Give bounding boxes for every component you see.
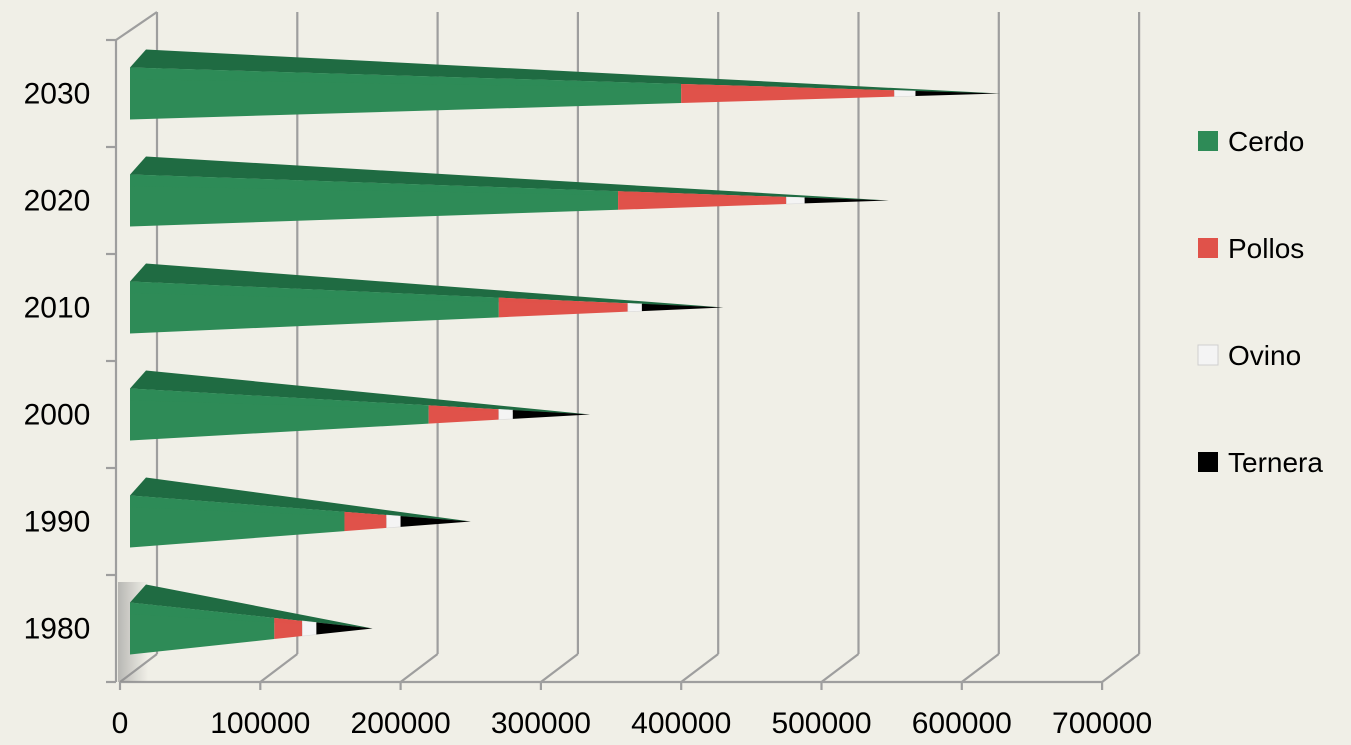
legend-swatch (1197, 344, 1219, 366)
bar-segment-highlight (512, 410, 591, 415)
bar-segment-highlight (498, 297, 628, 306)
bar-segment-highlight (915, 90, 1000, 94)
side-wall-top-edge (115, 11, 158, 41)
bar-segment-highlight (428, 405, 499, 412)
floor-gridline (680, 653, 719, 683)
chart-walls (106, 11, 1141, 690)
x-tick-label: 100000 (210, 707, 310, 740)
chart-bars (130, 49, 1000, 655)
bar-segment-highlight (681, 83, 895, 92)
bar-group (130, 263, 724, 334)
y-tick-label: 2030 (24, 78, 91, 111)
floor-gridline (820, 653, 860, 683)
bar-segment-highlight (316, 622, 373, 629)
legend: Cerdo Pollos Ovino Ternera (1197, 126, 1323, 478)
bar-segment-highlight (130, 281, 499, 303)
y-tick-label: 2010 (24, 292, 91, 325)
x-tick-label: 400000 (631, 707, 731, 740)
y-tick-label: 2020 (24, 185, 91, 218)
bar-segment-highlight (386, 515, 401, 519)
bar-segment-highlight (130, 67, 682, 89)
legend-label: Ternera (1228, 447, 1323, 478)
bar-segment-highlight (400, 516, 471, 522)
y-tick-label: 1990 (24, 506, 91, 539)
bar-segment-highlight (130, 602, 275, 623)
x-axis-labels: 0 100000 200000 300000 400000 500000 600000 700… (112, 707, 1152, 740)
x-tick-label: 200000 (351, 707, 451, 740)
x-tick-label: 700000 (1052, 707, 1152, 740)
floor-gridline (259, 653, 298, 683)
bar-top-face (130, 477, 471, 522)
legend-swatch (1198, 131, 1218, 151)
x-tick-label: 300000 (491, 707, 591, 740)
bar-group (130, 584, 373, 655)
bar-segment-highlight (641, 303, 724, 308)
bar-top-face (130, 584, 373, 629)
bar-segment-highlight (344, 511, 387, 518)
legend-label: Cerdo (1228, 126, 1304, 157)
x-tick-label: 0 (112, 707, 129, 740)
x-tick-label: 500000 (771, 707, 871, 740)
bar-segment-highlight (804, 197, 889, 201)
bar-segment-highlight (498, 409, 513, 413)
legend-label: Pollos (1228, 233, 1304, 264)
bar-segment-highlight (302, 620, 317, 626)
floor-gridline (540, 653, 579, 683)
bar-group (130, 477, 471, 548)
bar-top-face (130, 156, 889, 201)
legend-swatch (1198, 238, 1218, 258)
bar-segment-highlight (130, 174, 619, 196)
bar-segment-highlight (274, 617, 303, 625)
floor-gridline (961, 653, 1000, 683)
x-tick-label: 600000 (912, 707, 1012, 740)
bar-group (130, 49, 1000, 120)
bar-segment-highlight (130, 495, 345, 517)
y-tick-label: 2000 (24, 399, 91, 432)
floor-gridline (399, 653, 439, 683)
bar-group (130, 156, 889, 227)
bar-group (130, 370, 591, 441)
legend-label: Ovino (1228, 340, 1301, 371)
bar-top-face (130, 49, 1000, 94)
bar-segment-highlight (618, 191, 787, 199)
bar-segment-highlight (786, 196, 805, 199)
floor-gridline (1101, 653, 1140, 683)
bar-top-face (130, 263, 724, 308)
bar-segment-highlight (894, 90, 916, 93)
bar-segment-highlight (130, 388, 429, 410)
y-axis-labels: 1980 1990 2000 2010 2020 2030 (24, 78, 91, 646)
bar-segment-highlight (627, 303, 642, 306)
bar-top-face (130, 370, 591, 415)
y-tick-label: 1980 (24, 613, 91, 646)
legend-swatch (1198, 452, 1218, 472)
